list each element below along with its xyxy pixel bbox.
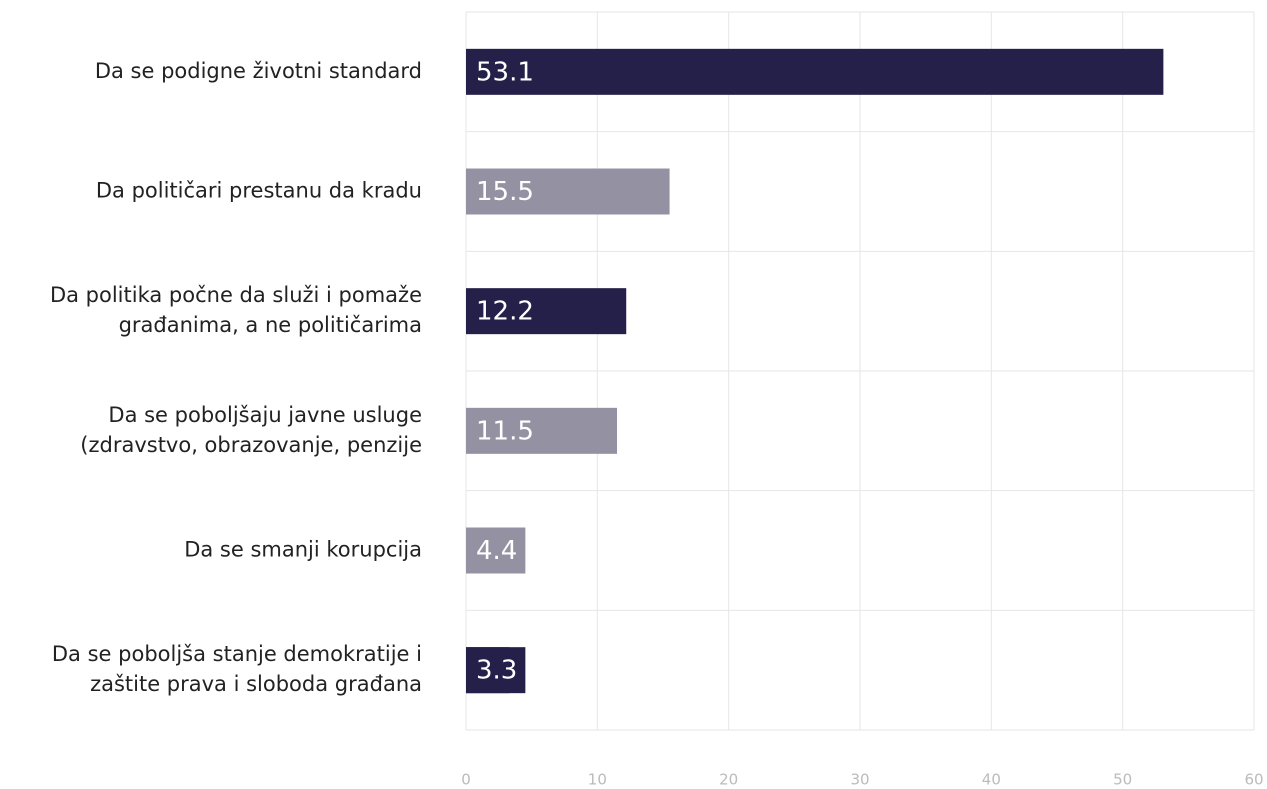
- y-tick-label: zaštite prava i sloboda građana: [90, 672, 422, 696]
- y-tick-label: Da politika počne da služi i pomaže: [50, 283, 422, 307]
- bar: [466, 48, 1164, 95]
- value-label: 12.2: [476, 297, 534, 327]
- y-tick-label: Da se podigne životni standard: [95, 59, 422, 83]
- x-tick-label: 0: [461, 771, 471, 789]
- value-label: 53.1: [476, 57, 534, 87]
- x-tick-label: 50: [1113, 771, 1132, 789]
- y-tick-label: Da se poboljša stanje demokratije i: [52, 642, 422, 666]
- x-tick-label: 30: [850, 771, 869, 789]
- y-tick-label: građanima, a ne političarima: [119, 313, 422, 337]
- value-label: 11.5: [476, 416, 534, 446]
- y-tick-label: Da se poboljšaju javne usluge: [108, 403, 422, 427]
- y-tick-label: Da političari prestanu da kradu: [96, 179, 422, 203]
- bar: [466, 168, 670, 215]
- y-tick-label: (zdravstvo, obrazovanje, penzije: [80, 433, 422, 457]
- value-label: 15.5: [476, 177, 534, 207]
- value-label: 3.3: [476, 656, 517, 686]
- x-tick-label: 60: [1244, 771, 1263, 789]
- value-label: 4.4: [476, 536, 517, 566]
- x-tick-label: 10: [588, 771, 607, 789]
- value-label-background: [466, 527, 526, 574]
- bar: [466, 407, 618, 454]
- x-tick-label: 20: [719, 771, 738, 789]
- y-tick-label: Da se smanji korupcija: [184, 538, 422, 562]
- bar: [466, 288, 627, 335]
- value-label-background: [466, 647, 526, 694]
- x-tick-label: 40: [982, 771, 1001, 789]
